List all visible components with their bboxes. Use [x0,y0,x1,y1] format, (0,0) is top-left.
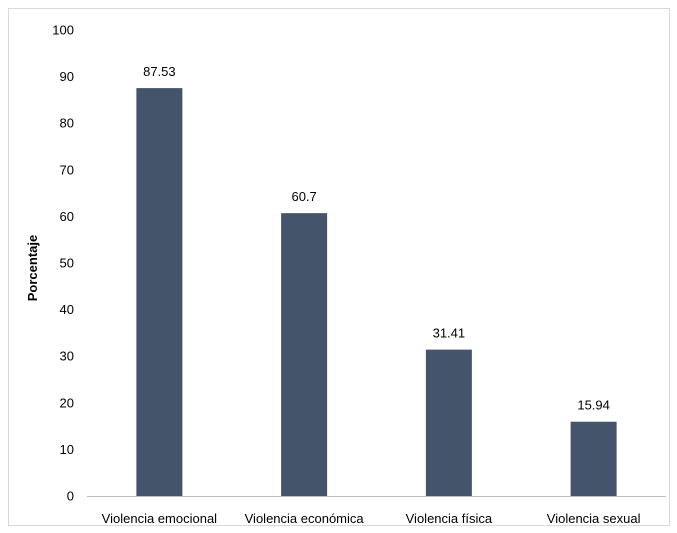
x-category-label: Violencia física [406,511,493,525]
y-tick-label: 10 [60,442,74,457]
x-axis-categories: Violencia emocional Violencia económica Vi… [102,511,641,526]
y-axis-ticks: 0 10 20 30 40 50 60 70 80 90 100 [52,23,74,504]
data-label: 15.94 [577,398,610,413]
y-tick-label: 20 [60,395,74,410]
y-tick-label: 30 [60,349,74,364]
y-axis-title: Porcentaje [25,235,40,301]
y-tick-label: 100 [52,23,74,38]
y-tick-label: 70 [60,162,74,177]
bar [281,213,328,496]
bar [425,349,472,496]
x-category-label: Violencia económica [245,511,365,525]
data-label: 31.41 [433,326,466,341]
y-tick-label: 60 [60,209,74,224]
bar-chart: 0 10 20 30 40 50 60 70 80 90 100 87.53 60.7 31.41 15.… [25,23,666,526]
y-tick-label: 40 [60,302,74,317]
y-tick-label: 80 [60,116,74,131]
bar [136,88,183,496]
bars [136,88,617,496]
bar [570,421,617,496]
x-category-label: Violencia emocional [102,511,217,525]
y-tick-label: 0 [67,489,74,504]
chart-frame: 0 10 20 30 40 50 60 70 80 90 100 87.53 60.7 31.41 15.… [8,8,670,526]
y-tick-label: 50 [60,256,74,271]
x-category-label: Violencia sexual [547,511,641,525]
data-label: 87.53 [143,64,176,79]
data-label: 60.7 [291,189,316,204]
data-labels: 87.53 60.7 31.41 15.94 [143,64,610,413]
y-tick-label: 90 [60,69,74,84]
